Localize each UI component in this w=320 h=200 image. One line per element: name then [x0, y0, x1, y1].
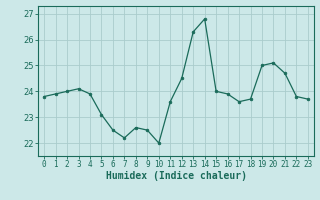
X-axis label: Humidex (Indice chaleur): Humidex (Indice chaleur) — [106, 171, 246, 181]
